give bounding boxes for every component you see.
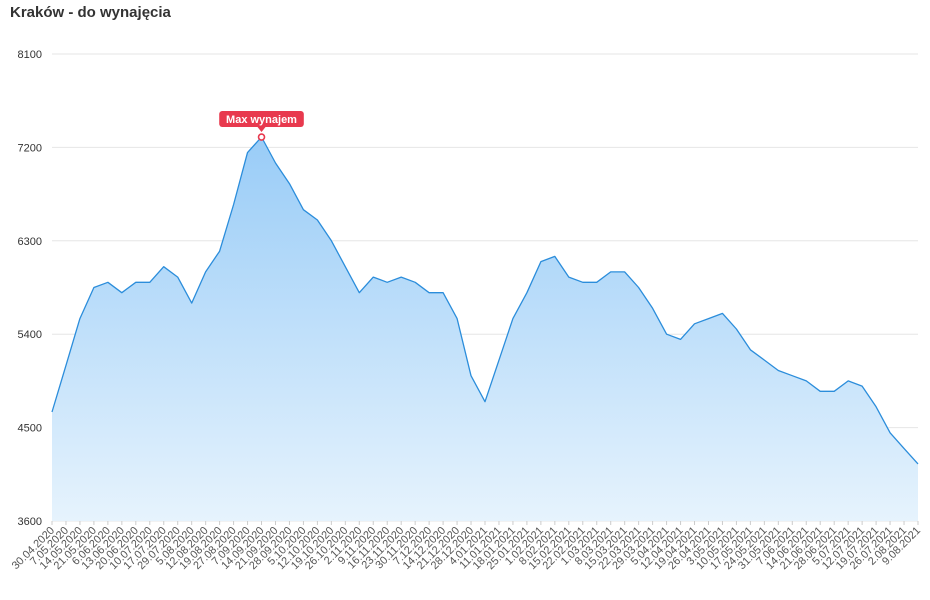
y-axis: 3600 4500 5400 6300 7200 8100 — [18, 49, 42, 528]
max-badge — [219, 111, 304, 128]
y-tick-label: 8100 — [18, 49, 42, 61]
max-badge-pointer — [257, 127, 266, 133]
x-axis: 30.04.20207.05.202014.05.202021.05.20206… — [10, 521, 923, 572]
y-tick-label: 6300 — [18, 236, 42, 248]
y-tick-label: 7200 — [18, 142, 42, 154]
annotations: Max wynajem — [219, 111, 304, 141]
max-point-marker — [257, 133, 266, 141]
y-tick-label: 3600 — [18, 516, 42, 528]
y-tick-label: 5400 — [18, 329, 42, 341]
series-area — [52, 137, 918, 521]
max-badge-label: Max wynajem — [226, 114, 297, 126]
series-line — [51, 136, 919, 465]
chart-title: Kraków - do wynajęcia — [10, 4, 171, 21]
y-tick-label: 4500 — [18, 423, 42, 435]
